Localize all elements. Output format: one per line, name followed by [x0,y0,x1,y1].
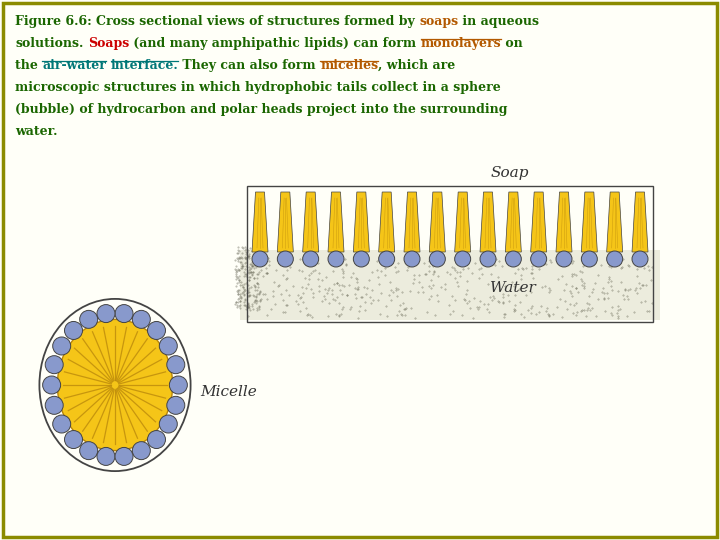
Circle shape [429,251,446,267]
Circle shape [65,321,83,340]
Text: soaps: soaps [419,15,459,28]
Text: Micelle: Micelle [200,385,257,399]
Polygon shape [632,192,648,252]
Polygon shape [581,192,598,252]
Circle shape [132,310,150,328]
Circle shape [480,251,496,267]
Circle shape [632,251,648,267]
Text: Water: Water [490,281,536,295]
Text: hydrophobic tails collect in a sphere: hydrophobic tails collect in a sphere [245,81,500,94]
Circle shape [45,356,63,374]
Circle shape [132,442,150,460]
Polygon shape [404,192,420,252]
Polygon shape [252,192,268,252]
Circle shape [354,251,369,267]
Circle shape [97,448,115,465]
Text: Figure 6.6:: Figure 6.6: [15,15,96,28]
Circle shape [505,251,521,267]
Circle shape [45,396,63,414]
Circle shape [80,310,98,328]
Polygon shape [454,192,471,252]
Circle shape [148,430,166,449]
Text: in aqueous: in aqueous [459,15,539,28]
Text: micelles: micelles [320,59,379,72]
Text: (bubble) of hydrocarbon and polar heads project into the surrounding: (bubble) of hydrocarbon and polar heads … [15,103,508,116]
Text: solutions.: solutions. [15,37,84,50]
Text: water.: water. [15,125,58,138]
Circle shape [42,376,60,394]
Circle shape [80,442,98,460]
Polygon shape [531,192,546,252]
Circle shape [277,251,293,267]
Circle shape [531,251,546,267]
Text: interface.: interface. [110,59,179,72]
Circle shape [167,356,185,374]
Text: (and many amphipathic lipids) can form: (and many amphipathic lipids) can form [129,37,420,50]
Polygon shape [302,192,319,252]
Circle shape [65,430,83,449]
Circle shape [148,321,166,340]
Polygon shape [607,192,623,252]
Circle shape [115,448,133,465]
Polygon shape [429,192,446,252]
Circle shape [167,396,185,414]
Circle shape [53,415,71,433]
Text: They can also form: They can also form [179,59,320,72]
Polygon shape [354,192,369,252]
Circle shape [581,251,598,267]
Text: Soaps: Soaps [88,37,129,50]
Circle shape [607,251,623,267]
Circle shape [252,251,268,267]
Text: monolayers: monolayers [420,37,501,50]
Circle shape [169,376,187,394]
Polygon shape [556,192,572,252]
Text: the: the [15,59,42,72]
Polygon shape [505,192,521,252]
Text: air-water: air-water [42,59,106,72]
Polygon shape [480,192,496,252]
Circle shape [159,337,177,355]
Circle shape [302,251,319,267]
Text: on: on [501,37,523,50]
Circle shape [379,251,395,267]
Text: , which are: , which are [379,59,456,72]
Circle shape [159,415,177,433]
Circle shape [328,251,344,267]
Polygon shape [328,192,344,252]
Text: Cross sectional views of structures formed by: Cross sectional views of structures form… [96,15,419,28]
Circle shape [115,305,133,322]
Polygon shape [379,192,395,252]
Bar [247,186,653,322]
Text: Soap: Soap [491,166,529,180]
Circle shape [97,305,115,322]
Bar [240,250,660,320]
Circle shape [404,251,420,267]
Circle shape [454,251,471,267]
Ellipse shape [58,319,173,450]
Circle shape [556,251,572,267]
Polygon shape [277,192,293,252]
Text: microscopic structures in which: microscopic structures in which [15,81,245,94]
Circle shape [53,337,71,355]
